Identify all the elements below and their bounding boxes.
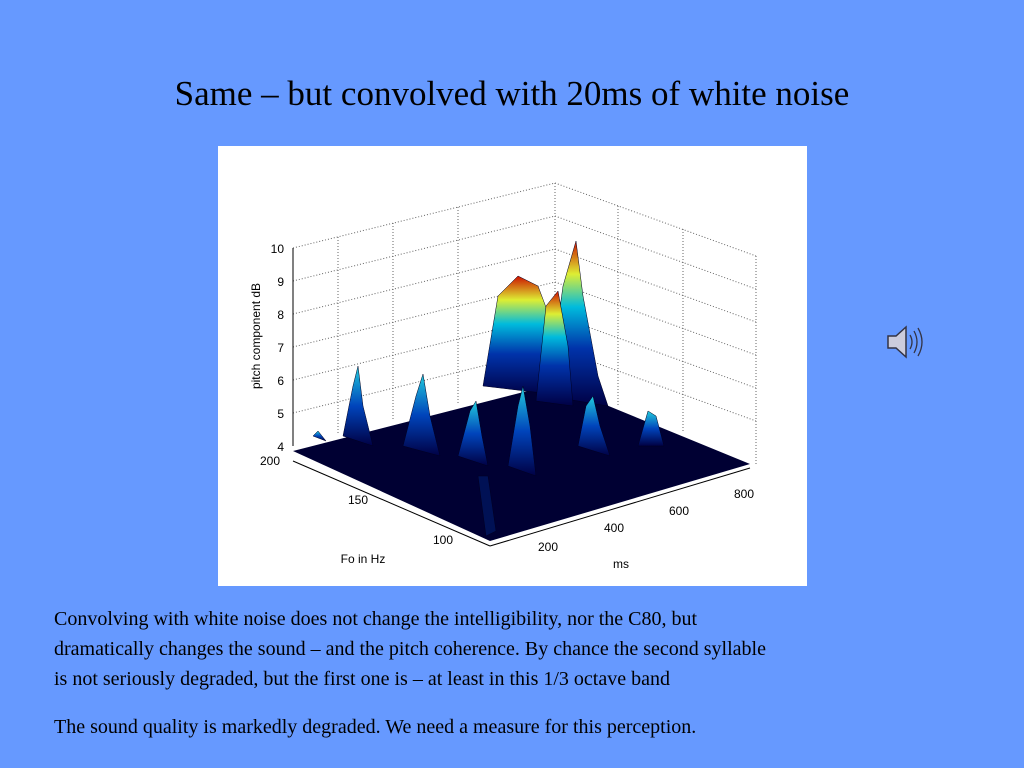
y-tick-label: 150 xyxy=(348,493,368,507)
y-axis-label: Fo in Hz xyxy=(341,552,386,566)
surface xyxy=(312,240,665,537)
text-line: dramatically changes the sound – and the… xyxy=(54,638,766,660)
x-tick-label: 200 xyxy=(538,540,558,554)
text-line: Convolving with white noise does not cha… xyxy=(54,608,698,630)
z-tick-label: 5 xyxy=(277,407,284,421)
z-tick-label: 6 xyxy=(277,374,284,388)
y-tick-label: 200 xyxy=(260,454,280,468)
speaker-icon[interactable] xyxy=(884,322,924,362)
x-tick-label: 600 xyxy=(669,504,689,518)
figure: pitch component dB Fo in Hz ms 4 5 6 7 8 9 10 1… xyxy=(218,146,807,586)
x-axis-label: ms xyxy=(613,557,629,571)
z-axis-label: pitch component dB xyxy=(249,283,263,389)
slide-title: Same – but convolved with 20ms of white … xyxy=(174,74,850,113)
z-tick-label: 4 xyxy=(277,440,284,454)
z-tick-label: 10 xyxy=(271,242,285,256)
paragraph: Convolving with white noise does not cha… xyxy=(54,604,766,694)
text-line: is not seriously degraded, but the first… xyxy=(54,668,670,690)
grid xyxy=(292,182,757,464)
z-tick-label: 7 xyxy=(277,341,284,355)
x-tick-label: 400 xyxy=(604,521,624,535)
x-tick-label: 800 xyxy=(734,487,754,501)
text-line: The sound quality is markedly degraded. … xyxy=(54,716,697,738)
z-tick-label: 8 xyxy=(277,308,284,322)
y-tick-label: 100 xyxy=(433,533,453,547)
paragraph: The sound quality is markedly degraded. … xyxy=(54,712,696,742)
z-tick-label: 9 xyxy=(277,275,284,289)
axes xyxy=(292,460,751,547)
